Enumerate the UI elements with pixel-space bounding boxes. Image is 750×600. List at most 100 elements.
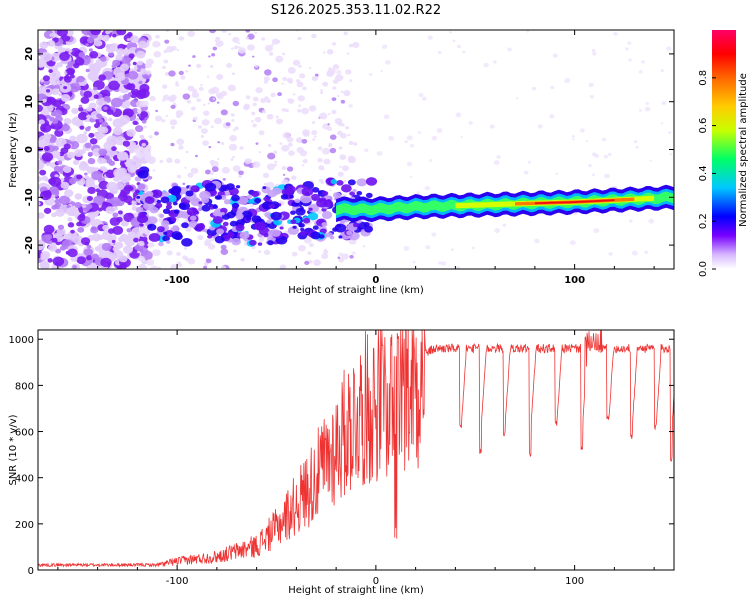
spectrogram-noise-blob	[119, 115, 131, 125]
spectrogram-noise-blob	[215, 92, 223, 98]
spectrogram-signal-blob	[173, 209, 180, 214]
spectrogram-noise-blob	[243, 103, 250, 109]
spectrogram-signal-blob	[220, 212, 225, 216]
spectrogram-signal-blob	[166, 201, 172, 206]
snr-x-tick-label: 0	[373, 576, 379, 587]
spectrogram-signal-blob	[193, 210, 198, 215]
spectrogram-noise-blob	[287, 66, 296, 74]
spectrogram-noise-blob	[317, 146, 323, 151]
spectrogram-noise-blob	[452, 39, 456, 43]
spectrogram-signal-blob	[336, 180, 344, 186]
spectrogram-noise-blob	[220, 141, 225, 145]
spectrogram-noise-blob	[86, 106, 93, 112]
colorbar: 0.0 0.2 0.4 0.6 0.8 Normalized spectral ampl…	[698, 30, 749, 277]
spectrogram-noise-blob	[40, 51, 53, 62]
spectrogram-noise-blob	[112, 212, 119, 218]
snr-y-tick-label: 0	[28, 566, 34, 577]
spectrogram-signal-blob	[207, 234, 213, 239]
spectrogram-noise-blob	[245, 36, 249, 40]
spectrogram-noise-blob	[121, 222, 126, 227]
spectrogram-signal-blob	[159, 213, 165, 218]
spectrogram-noise-blob	[345, 69, 352, 75]
spectrogram-signal-blob	[229, 220, 238, 227]
spectrogram-noise-blob	[112, 246, 120, 252]
spectrogram-noise-blob	[645, 102, 650, 106]
spectrogram-noise-blob	[552, 53, 558, 58]
spectrogram-noise-blob	[601, 137, 607, 142]
spectrogram-noise-blob	[272, 150, 278, 155]
spectrogram-noise-blob	[161, 99, 166, 102]
spectrogram-noise-blob	[54, 208, 65, 217]
spectrogram-signal-blob	[365, 177, 378, 186]
spectrogram-noise-blob	[51, 88, 60, 96]
spectrogram-signal-blob	[178, 202, 187, 209]
spectrogram-noise-blob	[569, 240, 576, 246]
spectrogram-noise-blob	[187, 258, 196, 265]
spectrogram-noise-blob	[105, 30, 111, 35]
spectrogram-noise-blob	[383, 114, 390, 120]
spectrogram-noise-blob	[628, 58, 632, 62]
spectrogram-noise-blob	[184, 166, 187, 169]
spectrogram-noise-blob	[91, 253, 100, 261]
spectrogram-noise-blob	[210, 125, 214, 129]
spectrogram-noise-blob	[86, 114, 92, 119]
spectrogram-noise-blob	[43, 224, 55, 234]
spectrogram-noise-blob	[660, 122, 664, 125]
spectrogram-noise-blob	[106, 181, 118, 192]
spectrogram-noise-blob	[78, 104, 83, 108]
spectrogram-noise-blob	[168, 96, 176, 103]
spectrogram-noise-blob	[141, 100, 149, 108]
spectrogram-noise-blob	[322, 81, 329, 87]
spectrogram-noise-blob	[589, 94, 594, 99]
spectrogram-noise-blob	[216, 158, 220, 161]
spectrogram-signal-blob	[223, 199, 231, 205]
spectrogram-noise-blob	[83, 90, 93, 98]
spectrogram-noise-blob	[56, 62, 63, 68]
spectrogram-noise-blob	[73, 62, 80, 69]
spectrogram-noise-blob	[178, 36, 185, 41]
spectrogram-noise-blob	[327, 112, 331, 115]
spectrogram-noise-blob	[127, 70, 139, 80]
spectrogram-noise-blob	[326, 48, 334, 55]
spectrogram-noise-blob	[62, 165, 72, 174]
spectrogram-signal-blob	[279, 226, 284, 230]
spectrogram-noise-blob	[550, 85, 555, 90]
spectrogram-signal-blob	[138, 211, 147, 219]
spectrogram-noise-blob	[254, 116, 262, 123]
spectrogram-noise-blob	[668, 131, 672, 134]
spectrogram-noise-blob	[217, 141, 220, 144]
spectrogram-signal-blob	[363, 222, 370, 227]
spectrogram-noise-blob	[76, 256, 86, 265]
spectrogram-noise-blob	[238, 170, 244, 176]
spectrogram-noise-blob	[267, 152, 276, 160]
spectrogram-noise-blob	[196, 98, 202, 103]
spectrogram-noise-blob	[97, 126, 106, 134]
snr-y-tick-label: 600	[15, 428, 34, 439]
spectrogram-signal-blob	[212, 216, 223, 224]
spectrogram-noise-blob	[507, 47, 512, 52]
spectrogram-signal-blob	[245, 216, 252, 221]
spectrogram-noise-blob	[234, 126, 239, 131]
spectrogram-noise-blob	[154, 115, 163, 122]
spectrogram-signal-blob	[287, 226, 300, 235]
spectrogram-noise-blob	[126, 38, 131, 42]
spectrogram-noise-blob	[555, 172, 559, 175]
spectrogram-noise-blob	[85, 43, 89, 47]
spectrogram-signal-blob	[220, 194, 227, 200]
spectrogram-noise-blob	[159, 159, 164, 164]
spectrogram-signal-blob	[295, 207, 306, 216]
spectrogram-signal-blob	[347, 179, 356, 186]
spectrogram-noise-blob	[638, 70, 643, 74]
spectrogram-noise-blob	[572, 138, 575, 141]
spectrogram-noise-blob	[86, 255, 93, 261]
spectrogram-noise-blob	[67, 230, 78, 239]
spectrogram-noise-blob	[449, 31, 452, 34]
spectrogram-noise-blob	[437, 50, 442, 55]
spectrogram-signal-blob	[204, 182, 217, 192]
spectrogram-noise-blob	[87, 186, 96, 195]
spectrogram-noise-blob	[649, 159, 652, 162]
spectrogram-noise-blob	[106, 109, 114, 115]
spectrogram-noise-blob	[164, 39, 170, 44]
spectrogram-noise-blob	[103, 106, 108, 110]
spectrogram-noise-blob	[232, 100, 240, 107]
